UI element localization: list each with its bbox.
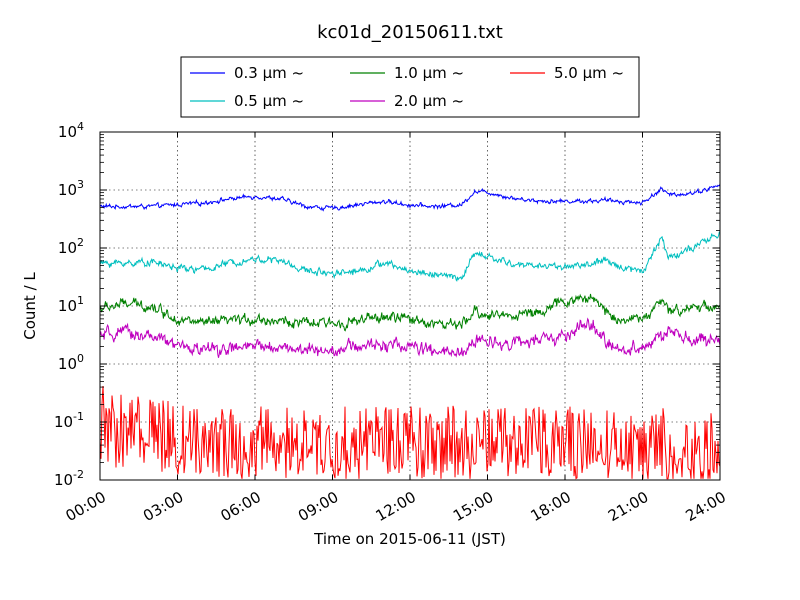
chart-title: kc01d_20150611.txt	[317, 22, 503, 43]
series-line	[99, 317, 721, 358]
series-line	[99, 385, 721, 480]
y-tick-label: 101	[58, 294, 84, 315]
series-line	[99, 293, 721, 332]
y-tick-label: 104	[58, 120, 84, 141]
y-axis-label: Count / L	[21, 272, 39, 340]
series-line	[99, 231, 720, 282]
legend-label: 2.0 µm ~	[394, 92, 464, 110]
legend-label: 0.5 µm ~	[234, 92, 304, 110]
legend: 0.3 µm ~ 0.5 µm ~ 1.0 µm ~ 2.0 µm ~ 5.0 µm ~	[180, 56, 640, 118]
series-line	[99, 183, 721, 212]
y-tick-label: 100	[58, 352, 84, 373]
legend-box	[180, 56, 640, 118]
y-tick-label: 10-2	[54, 468, 84, 489]
legend-label: 0.3 µm ~	[234, 64, 304, 82]
legend-label: 1.0 µm ~	[394, 64, 464, 82]
legend-label: 5.0 µm ~	[554, 64, 624, 82]
y-tick-label: 10-1	[54, 410, 84, 431]
x-axis-label: Time on 2015-06-11 (JST)	[313, 530, 506, 548]
y-tick-label: 103	[58, 178, 84, 199]
y-tick-label: 102	[58, 236, 84, 257]
series-layer	[99, 183, 721, 480]
